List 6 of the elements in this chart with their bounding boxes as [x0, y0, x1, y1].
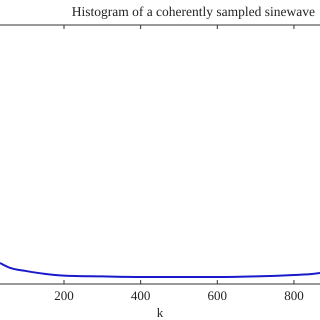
x-tick-label: 400 [130, 288, 150, 303]
x-tick-label: 800 [284, 288, 304, 303]
chart-title: Histogram of a coherently sampled sinewave [72, 4, 316, 19]
x-tick-label: 600 [208, 288, 228, 303]
x-axis-title: k [156, 305, 164, 320]
x-tick-label: 200 [54, 288, 74, 303]
